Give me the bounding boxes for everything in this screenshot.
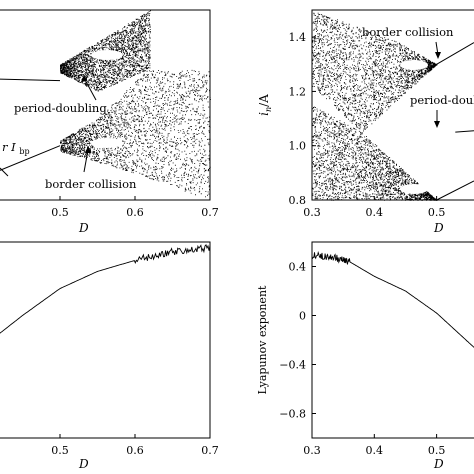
tr-xtick-label: 0.5 — [428, 206, 446, 219]
tr-gap-upper — [400, 60, 428, 70]
tl-arrow-period-doubling — [83, 77, 97, 101]
tl-annot-ibp-sub: bp — [19, 147, 29, 156]
tl-scatter-cloud — [60, 10, 211, 198]
tr-frame — [311, 9, 474, 201]
tr-branch-2 — [455, 130, 474, 133]
br-xtick-label: 0.4 — [366, 444, 384, 457]
bl-x-ticks: 0.40.50.60.7 — [51, 434, 219, 457]
tl-gap-upper — [91, 50, 123, 60]
tr-arrowhead-border-collision — [435, 52, 441, 59]
br-ytick-label: 0 — [299, 310, 306, 323]
tl-x-ticks: 0.40.50.60.7 — [51, 196, 219, 219]
bl-series-line — [0, 244, 211, 334]
tr-gap-lower — [400, 184, 428, 194]
br-series-line — [311, 250, 474, 348]
tl-branch-0 — [0, 78, 61, 82]
br-lyapunov-curve — [311, 250, 474, 348]
tl-annot-ibp-main: r I — [2, 140, 16, 154]
tr-xtick-label: 0.4 — [366, 206, 384, 219]
tl-arrowhead-period-doubling — [81, 75, 87, 82]
br-ytick-label: 0.4 — [289, 261, 307, 274]
tl-band-1 — [60, 69, 211, 198]
tr-ytick-label: 1.4 — [289, 31, 307, 44]
br-frame — [311, 241, 474, 439]
tr-band-0 — [312, 12, 438, 132]
tl-band-0 — [60, 10, 151, 92]
tl-xtick-label: 0.6 — [126, 206, 144, 219]
bl-xtick-label: 0.7 — [201, 444, 219, 457]
tl-xtick-label: 0.5 — [51, 206, 69, 219]
tr-annot-border-collision: border collision — [362, 25, 454, 39]
br-xlabel: D — [433, 457, 444, 471]
bl-xlabel: D — [78, 457, 89, 471]
tr-branch-lines — [436, 42, 474, 201]
tr-scatter-cloud — [312, 12, 438, 201]
bl-frame — [0, 241, 211, 439]
tl-arrow-ibp — [0, 167, 9, 177]
br-y-ticks: 0.4 0 −0.4 −0.8 — [279, 261, 316, 421]
br-ytick-label: −0.4 — [279, 359, 306, 372]
tr-xlabel: D — [433, 221, 444, 235]
tl-arrow-border-collision — [83, 149, 89, 173]
tr-ylabel: in/A — [257, 94, 273, 116]
tl-branch-lines — [0, 78, 61, 171]
tl-annot-period-doubling: period-doubling — [14, 101, 107, 115]
panel-bottom-left: 0.40.50.60.7 D — [0, 241, 219, 471]
br-ytick-label: −0.8 — [279, 408, 306, 421]
tr-ytick-label: 1.2 — [289, 85, 307, 98]
br-xtick-label: 0.3 — [303, 444, 321, 457]
br-ylabel: Lyapunov exponent — [256, 285, 269, 394]
tr-branch-1 — [436, 180, 474, 201]
tr-ytick-label: 1.0 — [289, 140, 307, 153]
tr-annot-period-doubling: period-doubling — [410, 93, 474, 107]
bl-xtick-label: 0.5 — [51, 444, 69, 457]
tr-x-ticks: 0.3 0.4 0.5 — [303, 196, 445, 219]
tr-y-ticks: 0.8 1.0 1.2 1.4 — [289, 31, 316, 207]
panel-top-right: 0.3 0.4 0.5 0.8 1.0 1.2 1.4 D in/A border col… — [257, 9, 474, 235]
tr-arrowhead-period-doubling — [434, 121, 440, 128]
bl-lyapunov-curve — [0, 244, 211, 334]
tr-xtick-label: 0.3 — [303, 206, 321, 219]
tr-branch-0 — [436, 42, 474, 65]
bl-xtick-label: 0.6 — [126, 444, 144, 457]
br-xtick-label: 0.5 — [428, 444, 446, 457]
panel-bottom-right: 0.3 0.4 0.5 0.4 0 −0.4 −0.8 D Lyapunov expone… — [256, 241, 474, 471]
tl-branch-1 — [0, 145, 61, 171]
tr-ytick-label: 0.8 — [289, 194, 307, 207]
tl-xtick-label: 0.7 — [201, 206, 219, 219]
tl-annot-ibp: r I bp — [2, 140, 30, 156]
tl-xlabel: D — [78, 221, 89, 235]
tl-frame — [0, 9, 211, 201]
tl-annot-border-collision: border collision — [45, 177, 137, 191]
tl-gap-lower — [91, 138, 123, 148]
panel-top-left: 0.40.50.60.7 D period-doubling border co… — [0, 9, 219, 235]
br-x-ticks: 0.3 0.4 0.5 — [303, 434, 445, 457]
tl-arrowhead-border-collision — [85, 146, 91, 153]
